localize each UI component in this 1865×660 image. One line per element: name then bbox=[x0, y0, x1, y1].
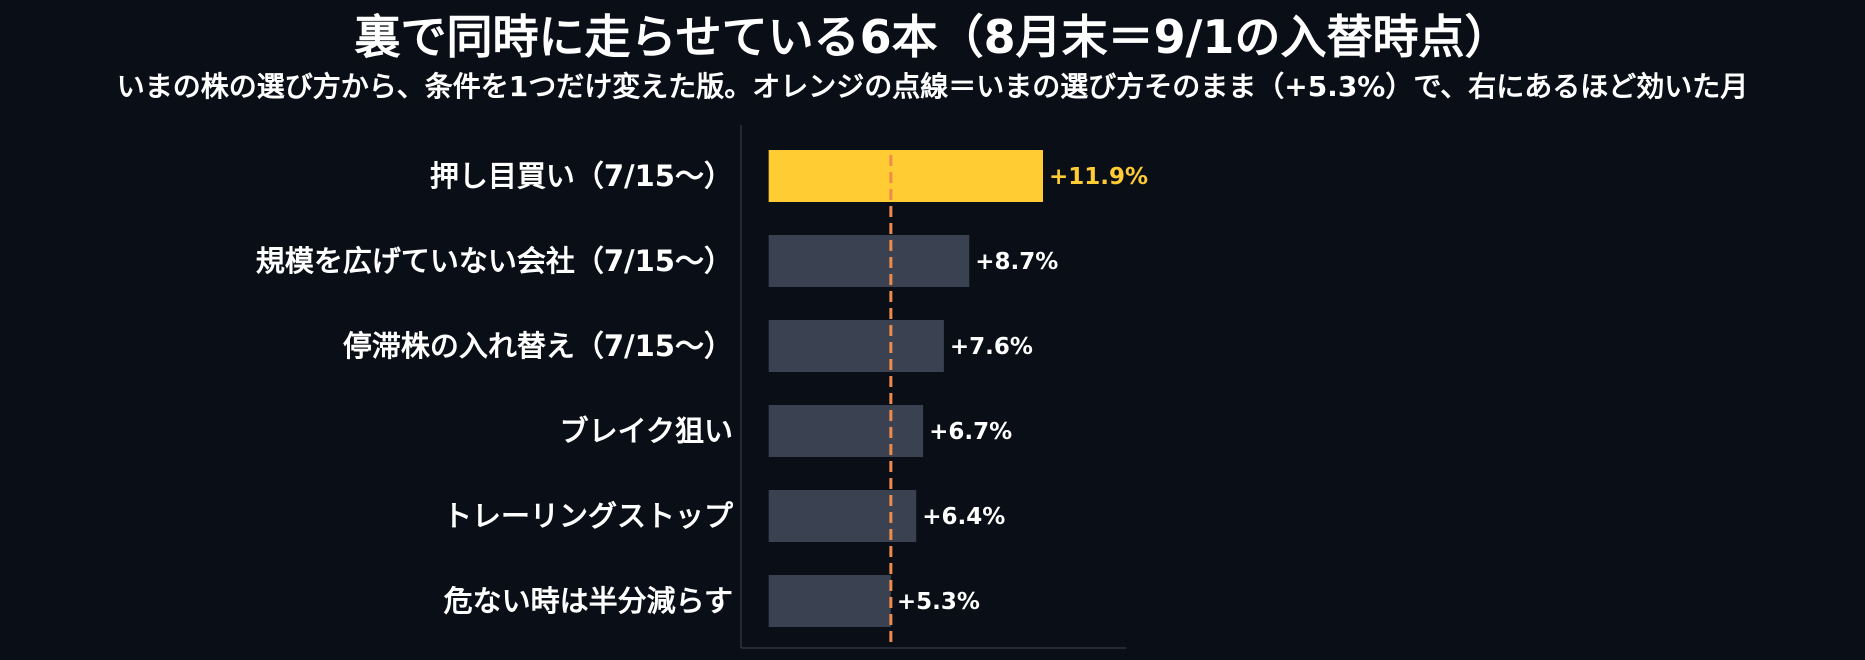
category-label: 押し目買い（7/15〜） bbox=[430, 159, 733, 193]
bar bbox=[768, 235, 970, 287]
bar bbox=[768, 490, 917, 542]
value-label: +8.7% bbox=[975, 249, 1058, 275]
value-label: +5.3% bbox=[897, 589, 980, 615]
category-label: 停滞株の入れ替え（7/15〜） bbox=[343, 329, 733, 363]
category-label: 規模を広げていない会社（7/15〜） bbox=[256, 244, 733, 278]
bar bbox=[768, 320, 944, 372]
chart-title: 裏で同時に走らせている6本（8月末＝9/1の入替時点） bbox=[354, 10, 1511, 64]
category-label: ブレイク狙い bbox=[560, 414, 733, 448]
bar bbox=[768, 405, 924, 457]
bar bbox=[768, 575, 891, 627]
value-label: +6.4% bbox=[922, 504, 1005, 530]
value-label: +6.7% bbox=[929, 419, 1012, 445]
category-label: 危ない時は半分減らす bbox=[444, 584, 733, 618]
category-label: トレーリングストップ bbox=[443, 499, 734, 533]
value-label: +11.9% bbox=[1049, 164, 1148, 190]
value-label: +7.6% bbox=[950, 334, 1033, 360]
bar bbox=[768, 150, 1044, 202]
chart-subtitle: いまの株の選び方から、条件を1つだけ変えた版。オレンジの点線＝いまの選び方そのま… bbox=[116, 70, 1749, 103]
